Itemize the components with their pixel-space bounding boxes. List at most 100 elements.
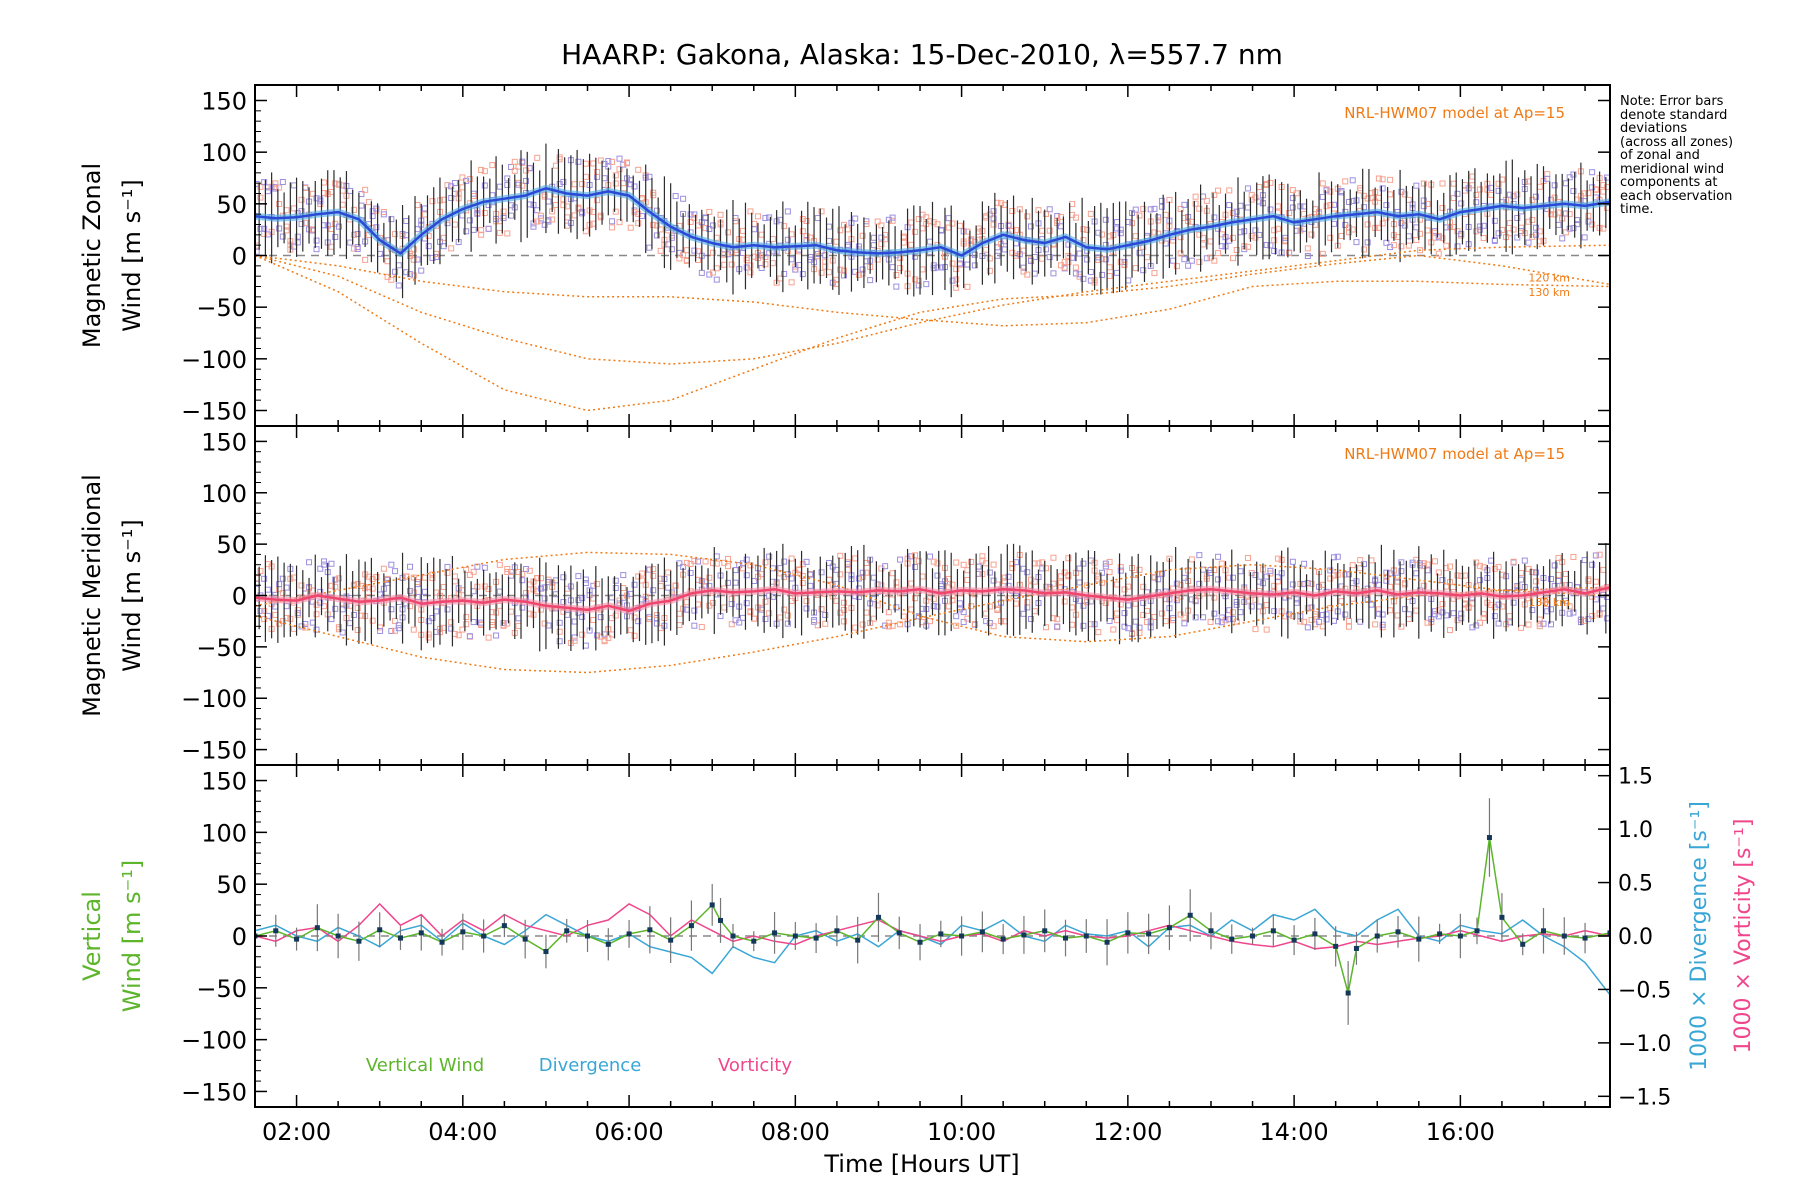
zone-sample-point	[1518, 576, 1525, 583]
zone-sample-point	[332, 576, 339, 583]
vertical-wind-point	[1520, 941, 1526, 947]
zone-sample-point	[1398, 243, 1405, 250]
zone-sample-point	[1230, 574, 1237, 581]
zone-sample-point	[956, 600, 963, 607]
zone-sample-point	[971, 621, 978, 628]
panel-meridional: NRL-HWM07 model at Ap=15 130 km 150 100 50 0 −…	[78, 425, 1611, 766]
zone-sample-point	[1274, 203, 1281, 210]
zone-sample-point	[594, 197, 601, 204]
zone-sample-point	[298, 196, 305, 203]
zone-sample-point	[328, 225, 335, 232]
zone-sample-point	[1061, 259, 1068, 266]
zone-sample-point	[313, 626, 320, 633]
zone-sample-point	[504, 565, 511, 572]
vertical-wind-point	[397, 935, 403, 941]
zone-sample-point	[1469, 173, 1476, 180]
zone-sample-point	[646, 616, 653, 623]
zone-sample-point	[1439, 601, 1446, 608]
zone-sample-point	[1353, 239, 1360, 246]
vertical-wind-point	[439, 939, 445, 945]
zone-sample-point	[605, 158, 612, 165]
zone-sample-point	[777, 565, 784, 572]
zone-sample-point	[519, 570, 526, 577]
zone-sample-point	[803, 605, 810, 612]
zone-sample-point	[448, 619, 455, 626]
zone-sample-point	[403, 218, 410, 225]
zone-sample-point	[1506, 613, 1513, 620]
zone-sample-point	[784, 620, 791, 627]
vertical-wind-point	[1250, 933, 1256, 939]
zone-sample-point	[373, 574, 380, 581]
zone-sample-point	[927, 553, 934, 560]
zone-sample-point	[429, 614, 436, 621]
zone-sample-point	[968, 559, 975, 566]
zone-sample-point	[986, 603, 993, 610]
zone-sample-point	[840, 267, 847, 274]
zone-sample-point	[272, 184, 279, 191]
zone-sample-point	[1383, 577, 1390, 584]
zone-sample-point	[1046, 206, 1053, 213]
zone-sample-point	[859, 569, 866, 576]
zone-sample-point	[788, 256, 795, 263]
zone-sample-point	[784, 208, 791, 215]
y-axis-label-line2: Wind [m s⁻¹]	[118, 179, 146, 331]
zone-sample-point	[350, 245, 357, 252]
y-axis-label-line1: Vertical	[78, 891, 106, 981]
zone-sample-point	[1035, 560, 1042, 567]
note-line: of zonal and	[1620, 148, 1700, 163]
zone-sample-point	[1211, 214, 1218, 221]
zone-sample-point	[444, 220, 451, 227]
vertical-wind-point	[1187, 912, 1193, 918]
zone-sample-point	[859, 573, 866, 580]
zone-sample-point	[762, 254, 769, 261]
zone-sample-point	[1188, 257, 1195, 264]
zone-sample-point	[257, 194, 264, 201]
note-line: time.	[1620, 202, 1654, 217]
zone-sample-point	[354, 626, 361, 633]
zone-sample-point	[1087, 621, 1094, 628]
zone-sample-point	[893, 283, 900, 290]
zone-sample-point	[949, 277, 956, 284]
zone-sample-point	[1450, 610, 1457, 617]
zone-sample-point	[485, 634, 492, 641]
zone-sample-point	[1117, 567, 1124, 574]
zone-sample-point	[994, 605, 1001, 612]
zone-sample-point	[1248, 232, 1255, 239]
zone-sample-point	[1087, 210, 1094, 217]
zone-sample-point	[990, 221, 997, 228]
zone-sample-point	[272, 611, 279, 618]
zone-sample-point	[335, 181, 342, 188]
zone-sample-point	[1488, 191, 1495, 198]
model-label: NRL-HWM07 model at Ap=15	[1344, 104, 1565, 122]
plot-area-vertical	[255, 798, 1610, 1025]
zone-sample-point	[1248, 570, 1255, 577]
zone-sample-point	[953, 622, 960, 629]
zone-sample-point	[1432, 228, 1439, 235]
zone-sample-point	[799, 228, 806, 235]
zone-sample-point	[1140, 612, 1147, 619]
zone-sample-point	[1495, 601, 1502, 608]
vertical-wind-point	[709, 902, 715, 908]
zone-sample-point	[1080, 602, 1087, 609]
zone-sample-point	[571, 634, 578, 641]
zone-sample-point	[433, 589, 440, 596]
zone-sample-point	[377, 624, 384, 631]
zone-sample-point	[362, 186, 369, 193]
zone-sample-point	[949, 220, 956, 227]
zone-sample-point	[1106, 618, 1113, 625]
zone-sample-point	[840, 607, 847, 614]
zone-sample-point	[515, 615, 522, 622]
vertical-wind-point	[718, 917, 724, 923]
zone-sample-point	[1215, 553, 1222, 560]
zone-sample-point	[1233, 247, 1240, 254]
zone-sample-point	[511, 158, 518, 165]
zone-sample-point	[504, 230, 511, 237]
zone-sample-point	[560, 178, 567, 185]
zone-sample-point	[1379, 185, 1386, 192]
vertical-wind-point	[314, 925, 320, 931]
zone-sample-point	[706, 226, 713, 233]
zone-sample-point	[451, 578, 458, 585]
zone-sample-point	[953, 284, 960, 291]
zone-sample-point	[747, 562, 754, 569]
zone-sample-point	[986, 569, 993, 576]
